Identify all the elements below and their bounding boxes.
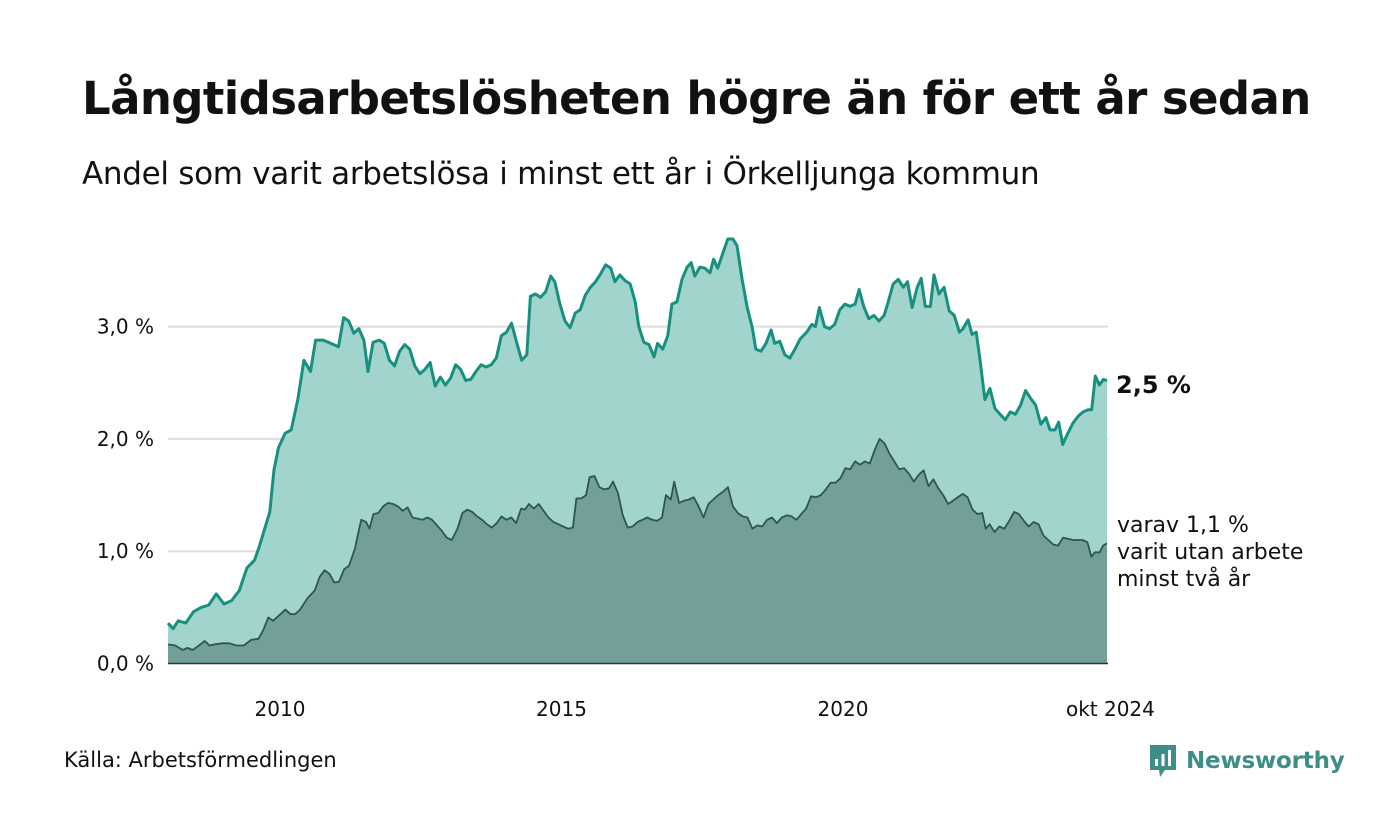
area-chart: 0,0 % 1,0 % 2,0 % 3,0 % 2010 2015 2020 okt 202… (97, 237, 1303, 721)
x-tick-label: okt 2024 (1066, 697, 1155, 721)
annotation-latest-sub-line-2: varit utan arbete (1117, 540, 1303, 565)
line-two-years (167, 438, 1108, 651)
y-axis-ticks: 0,0 % 1,0 % 2,0 % 3,0 % (97, 315, 154, 676)
x-tick-label: 2020 (818, 697, 869, 721)
annotation-latest-sub-line-1: varav 1,1 % (1117, 513, 1249, 538)
newsworthy-logo-icon (1150, 745, 1176, 777)
y-tick-label: 2,0 % (97, 427, 154, 451)
chart-title: Långtidsarbetslösheten högre än för ett … (82, 72, 1311, 125)
chart-subtitle: Andel som varit arbetslösa i minst ett å… (82, 156, 1040, 192)
x-tick-label: 2015 (536, 697, 587, 721)
y-tick-label: 0,0 % (97, 652, 154, 676)
y-tick-label: 3,0 % (97, 315, 154, 339)
brand-logo: Newsworthy (1148, 743, 1345, 779)
x-axis-ticks: 2010 2015 2020 okt 2024 (255, 697, 1155, 721)
area-two-years (168, 438, 1107, 664)
line-total-longterm (166, 237, 1108, 631)
annotation-latest-total: 2,5 % (1116, 371, 1191, 399)
source-note: Källa: Arbetsförmedlingen (64, 748, 337, 772)
y-tick-label: 1,0 % (97, 539, 154, 563)
x-tick-label: 2010 (255, 697, 306, 721)
annotation-latest-sub-line-3: minst två år (1117, 566, 1251, 592)
brand-name: Newsworthy (1186, 748, 1345, 774)
